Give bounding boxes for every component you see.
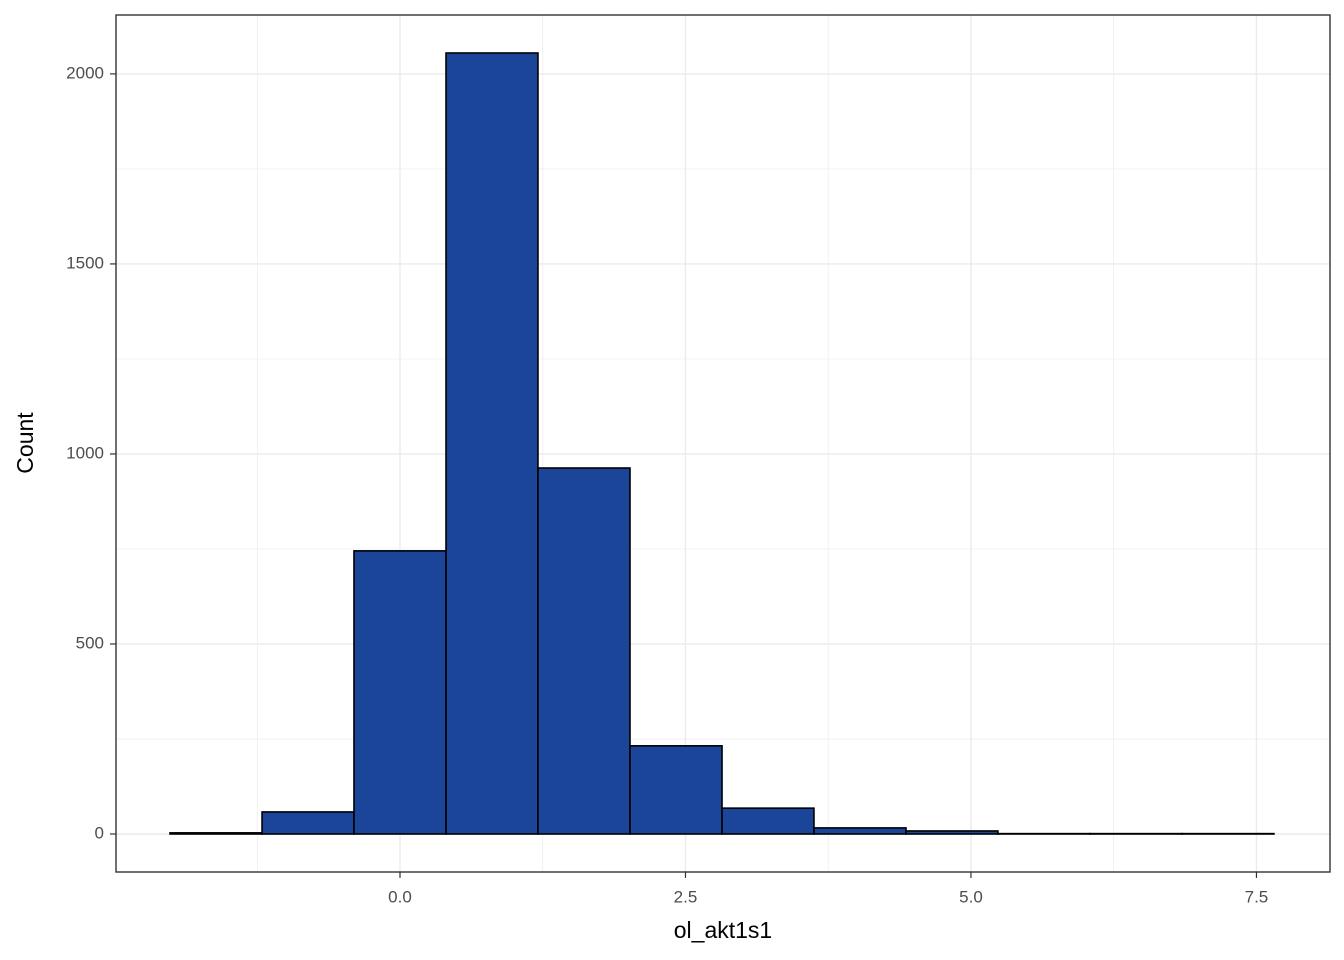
bar bbox=[813, 827, 907, 835]
y-tick-label: 0 bbox=[95, 823, 104, 842]
x-tick-label: 7.5 bbox=[1245, 887, 1269, 906]
y-tick-label: 2000 bbox=[66, 63, 104, 82]
panel-border bbox=[115, 14, 1331, 873]
bar bbox=[537, 467, 631, 835]
bar bbox=[905, 830, 999, 835]
bar bbox=[721, 807, 815, 835]
y-axis-title: Count bbox=[12, 412, 38, 474]
y-tick-label: 1500 bbox=[66, 253, 104, 272]
bar bbox=[169, 832, 263, 835]
bar bbox=[445, 52, 539, 835]
bar bbox=[629, 745, 723, 835]
x-tick-label: 0.0 bbox=[388, 887, 412, 906]
y-tick-label: 500 bbox=[76, 633, 104, 652]
bar bbox=[353, 550, 447, 835]
x-tick-label: 2.5 bbox=[674, 887, 698, 906]
x-axis-title: ol_akt1s1 bbox=[674, 917, 772, 943]
x-tick-label: 5.0 bbox=[959, 887, 983, 906]
y-tick-label: 1000 bbox=[66, 443, 104, 462]
bar bbox=[261, 811, 355, 835]
